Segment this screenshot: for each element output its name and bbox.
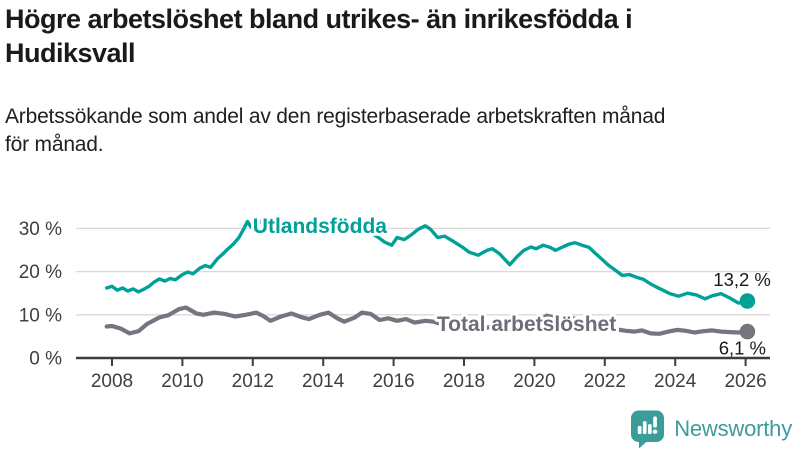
chart-subtitle-line2: för månad.	[5, 133, 104, 156]
page-title: Högre arbetslöshet bland utrikes- än inr…	[5, 2, 775, 70]
newsworthy-logo: Newsworthy	[630, 409, 792, 449]
series-line-utlandsf-dda	[104, 217, 750, 305]
y-axis-tick-label: 10 %	[19, 305, 62, 326]
series-value-label: 13,2 %	[713, 269, 771, 290]
x-axis-tick-label: 2022	[584, 371, 626, 392]
x-axis-tick-label: 2018	[443, 371, 485, 392]
page-title-line2: Hudiksvall	[5, 38, 136, 68]
newsworthy-logo-text: Newsworthy	[674, 416, 792, 441]
x-axis-tick-label: 2008	[91, 371, 133, 392]
x-axis-tick-label: 2026	[724, 371, 766, 392]
x-axis-tick-label: 2014	[302, 371, 345, 392]
page-title-line1: Högre arbetslöshet bland utrikes- än inr…	[5, 4, 633, 34]
series-end-dot-total-arbetsl-shet	[739, 323, 756, 340]
series-end-dot-utlandsf-dda	[739, 293, 756, 309]
y-axis-tick-label: 20 %	[19, 262, 62, 283]
newsworthy-logo-icon	[631, 410, 665, 449]
y-axis-tick-label: 30 %	[19, 219, 62, 240]
chart-subtitle: Arbetssökande som andel av den registerb…	[5, 103, 785, 159]
x-axis-tick-label: 2024	[654, 371, 697, 392]
series-inline-label: Total arbetslöshet	[437, 313, 616, 336]
x-axis-tick-label: 2016	[372, 371, 414, 392]
y-axis-tick-label: 0 %	[29, 349, 62, 370]
series-inline-label: Utlandsfödda	[253, 215, 387, 238]
x-axis-tick-label: 2020	[513, 371, 555, 392]
chart-subtitle-line1: Arbetssökande som andel av den registerb…	[5, 105, 666, 128]
series-value-label: 6,1 %	[719, 338, 766, 359]
series-line-total-arbetsl-shet	[104, 305, 750, 336]
line-chart: 0 % 10 % 20 % 30 % 2008 2010 2012 2014 2016 2018 2…	[19, 212, 771, 392]
x-axis-tick-label: 2012	[232, 371, 274, 392]
x-axis-tick-label: 2010	[161, 371, 203, 392]
